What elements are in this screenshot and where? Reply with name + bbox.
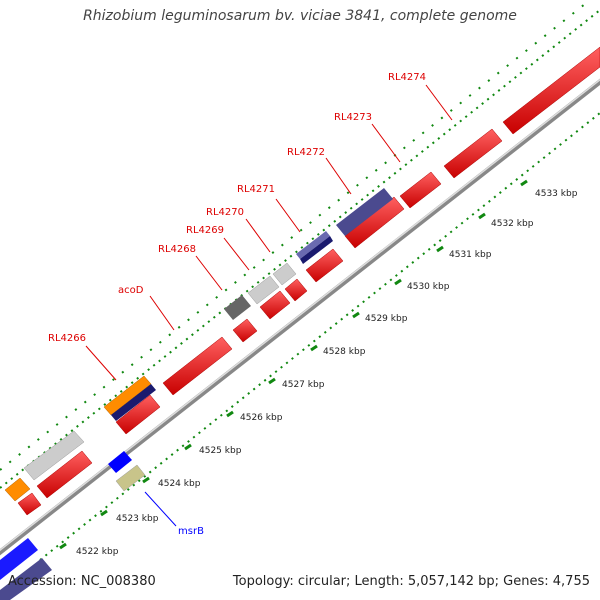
- gene-label-msrb[interactable]: msrB: [178, 526, 204, 537]
- callout-line: [275, 198, 301, 233]
- orf-box-gray[interactable]: [23, 430, 85, 481]
- inner-dotted-ring: [39, 112, 600, 561]
- orf-box-gray[interactable]: [272, 262, 297, 286]
- scale-ticks: [59, 179, 528, 550]
- scale-label: 4533 kbp: [535, 189, 578, 199]
- cds-arrow[interactable]: [162, 336, 233, 396]
- scale-label: 4525 kbp: [199, 446, 242, 456]
- cds-arrow[interactable]: [502, 46, 600, 135]
- scale-label: 4522 kbp: [76, 547, 119, 557]
- outer-dotted-ring: [0, 9, 600, 489]
- callout-line: [245, 218, 271, 253]
- cds-arrow[interactable]: [399, 171, 442, 209]
- scale-label: 4531 kbp: [449, 250, 492, 260]
- cds-arrow[interactable]: [17, 492, 42, 516]
- genome-summary: Topology: circular; Length: 5,057,142 bp…: [232, 574, 590, 589]
- orf-box-darkgray[interactable]: [224, 295, 251, 320]
- scale-label: 4527 kbp: [282, 380, 325, 390]
- gene-label-rl4269[interactable]: RL4269: [186, 225, 224, 236]
- scale-label: 4532 kbp: [491, 219, 534, 229]
- orf-box-navy[interactable]: [111, 384, 156, 421]
- cds-arrow[interactable]: [115, 394, 161, 435]
- callout-line: [223, 237, 250, 271]
- genome-backbone: [0, 78, 600, 556]
- orf-box-navy[interactable]: [300, 236, 333, 264]
- accession-label: Accession: NC_008380: [8, 574, 156, 589]
- callout-line-msrb: [144, 491, 177, 527]
- gene-label-rl4272[interactable]: RL4272: [287, 147, 325, 158]
- map-title: Rhizobium leguminosarum bv. viciae 3841,…: [83, 8, 517, 24]
- cds-arrow[interactable]: [36, 450, 93, 499]
- scale-label: 4529 kbp: [365, 314, 408, 324]
- orf-box-orange[interactable]: [4, 477, 31, 502]
- scale-label: 4528 kbp: [323, 347, 366, 357]
- scale-label: 4523 kbp: [116, 514, 159, 524]
- genome-backbone-highlight: [0, 78, 600, 552]
- cds-arrow[interactable]: [443, 128, 503, 179]
- gene-label-rl4271[interactable]: RL4271: [237, 184, 275, 195]
- callout-line: [149, 295, 175, 331]
- orf-box-khaki[interactable]: [115, 464, 146, 492]
- gene-label-acod[interactable]: acoD: [118, 285, 144, 296]
- gene-label-rl4273[interactable]: RL4273: [334, 112, 372, 123]
- scale-label: 4530 kbp: [407, 282, 450, 292]
- scale-label: 4526 kbp: [240, 413, 283, 423]
- callout-line: [325, 157, 352, 195]
- orf-box-purple[interactable]: [296, 231, 330, 259]
- cds-arrow[interactable]: [232, 318, 258, 343]
- outer-tick-ring: [0, 0, 592, 471]
- orf-box-gray[interactable]: [247, 275, 280, 305]
- gene-label-rl4270[interactable]: RL4270: [206, 207, 244, 218]
- orf-box-blue[interactable]: [0, 538, 38, 580]
- gene-label-rl4268[interactable]: RL4268: [158, 244, 196, 255]
- callout-line: [425, 84, 453, 121]
- callout-line: [371, 123, 401, 163]
- gene-label-rl4274[interactable]: RL4274: [388, 72, 426, 83]
- orf-box-purple[interactable]: [336, 188, 393, 236]
- gene-label-rl4266[interactable]: RL4266: [48, 333, 86, 344]
- rna-feature-blue[interactable]: [108, 451, 132, 473]
- cds-arrow[interactable]: [305, 248, 344, 283]
- cds-arrow[interactable]: [259, 290, 291, 320]
- callout-line: [85, 345, 117, 381]
- orf-box-purple[interactable]: [0, 558, 52, 600]
- cds-arrow[interactable]: [284, 278, 308, 302]
- callout-line: [195, 255, 223, 291]
- scale-label: 4524 kbp: [158, 479, 201, 489]
